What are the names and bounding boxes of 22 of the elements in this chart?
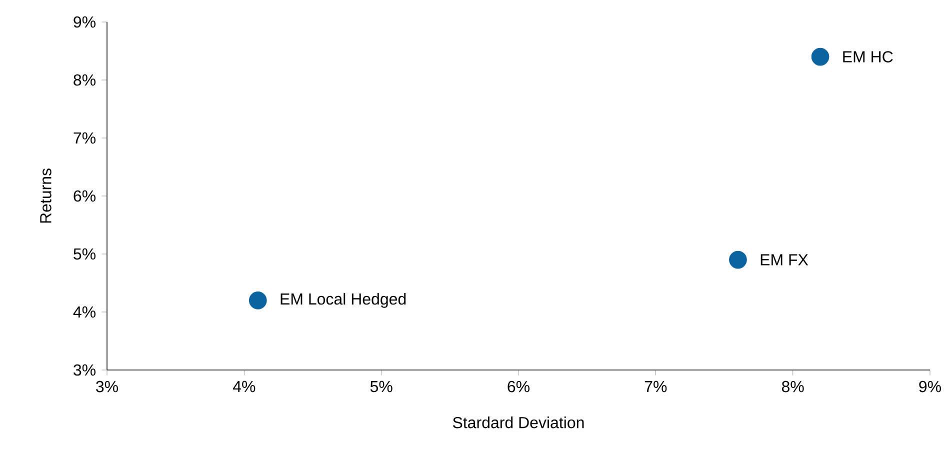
x-tick-label: 7% [644, 380, 667, 392]
y-tick-label: 6% [74, 190, 96, 202]
point [811, 48, 830, 66]
point [729, 250, 747, 269]
x-tick-label: 9% [919, 380, 941, 392]
x-tick-label: 3% [96, 380, 118, 392]
y-tick-label: 9% [74, 16, 96, 28]
point [248, 291, 267, 310]
y-tick-label: 3% [74, 364, 96, 376]
annotation: EM HC [843, 51, 893, 62]
x-tick-label: 6% [508, 380, 530, 392]
annotation: EM Local Hedged [280, 292, 406, 308]
y-axis-title: Returns [40, 168, 52, 223]
x-tick-label: 5% [370, 380, 392, 392]
y-tick-label: 4% [73, 306, 96, 318]
y-tick-label: 8% [74, 74, 96, 86]
x-tick-label: 8% [782, 380, 804, 392]
x-tick-label: 4% [232, 380, 256, 392]
y-tick-label: 7% [74, 132, 96, 144]
x-axis-title: Stardard Deviation [452, 416, 584, 428]
annotation: EM FX [760, 254, 808, 266]
y-tick-label: 5% [74, 248, 96, 260]
